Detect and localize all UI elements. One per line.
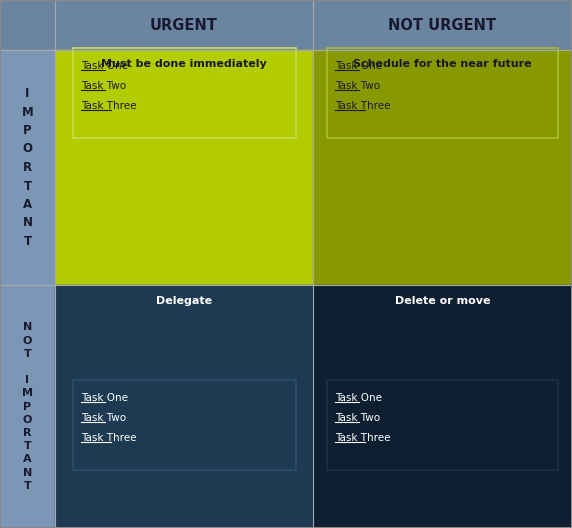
Bar (55, 50, 313, 285)
Text: Delete or move: Delete or move (395, 296, 490, 306)
Text: Task Two: Task Two (81, 413, 126, 423)
Text: Task Two: Task Two (81, 81, 126, 91)
Bar (73, 48, 296, 138)
Text: Task Three: Task Three (335, 101, 391, 111)
Text: Task One: Task One (335, 61, 382, 71)
Bar (0, 0, 55, 50)
Bar (327, 48, 558, 138)
Text: NOT URGENT: NOT URGENT (388, 17, 496, 33)
Text: Task Three: Task Three (335, 433, 391, 443)
Bar (313, 50, 572, 285)
Bar (327, 380, 558, 470)
Text: Delegate: Delegate (156, 296, 212, 306)
Text: URGENT: URGENT (150, 17, 218, 33)
Bar (313, 0, 572, 50)
Bar (73, 380, 296, 470)
Text: Schedule for the near future: Schedule for the near future (353, 59, 532, 69)
Bar (313, 285, 572, 528)
Bar (55, 0, 313, 50)
Text: I
M
P
O
R
T
A
N
T: I M P O R T A N T (22, 87, 33, 248)
Text: Task One: Task One (335, 393, 382, 403)
Text: Task Two: Task Two (335, 413, 380, 423)
Text: Task One: Task One (81, 393, 128, 403)
Text: Task One: Task One (81, 61, 128, 71)
Bar (0, 50, 55, 285)
Text: Task Three: Task Three (81, 433, 137, 443)
Bar (55, 285, 313, 528)
Text: N
O
T
 
I
M
P
O
R
T
A
N
T: N O T I M P O R T A N T (22, 322, 33, 491)
Text: Must be done immediately: Must be done immediately (101, 59, 267, 69)
Text: Task Three: Task Three (81, 101, 137, 111)
Text: Task Two: Task Two (335, 81, 380, 91)
Bar (0, 285, 55, 528)
